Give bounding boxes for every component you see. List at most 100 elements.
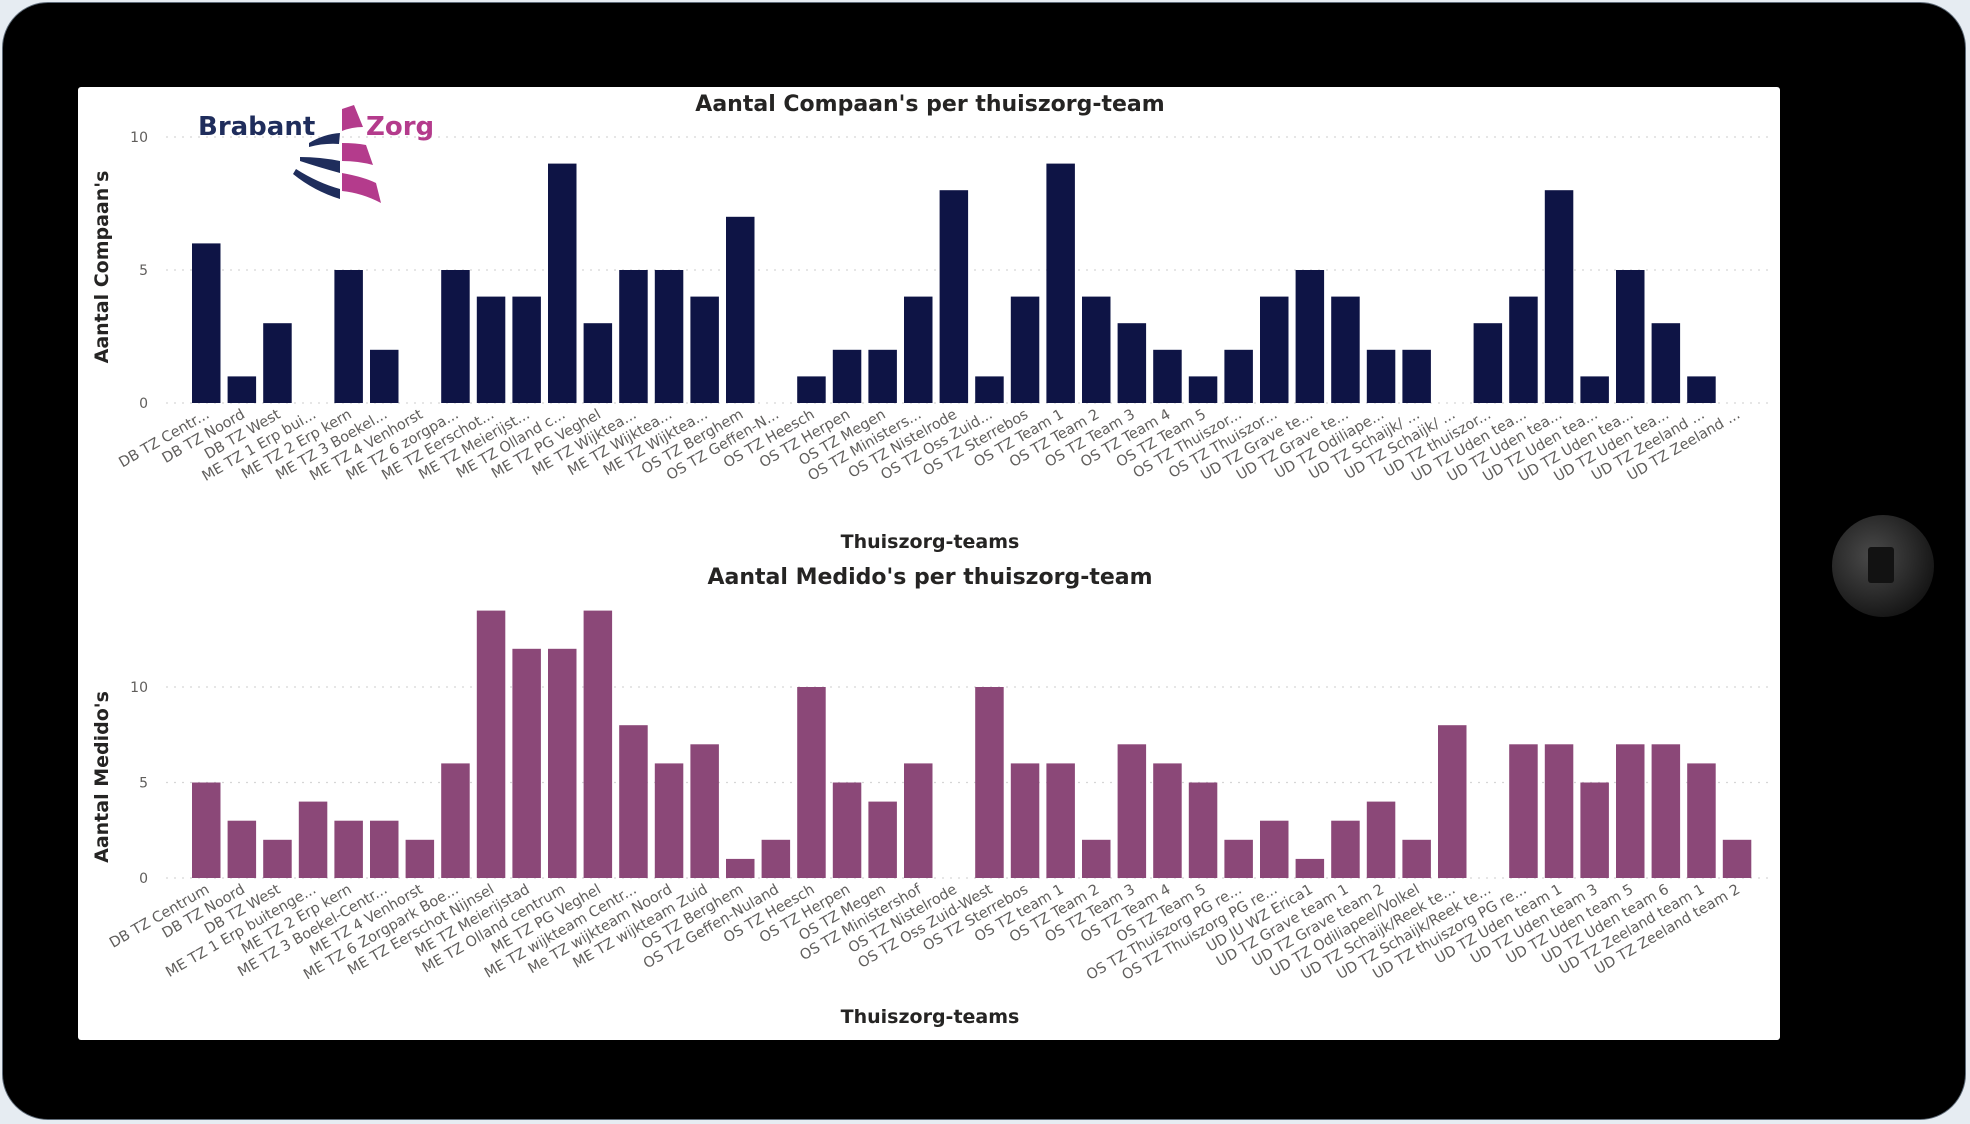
bar[interactable]	[334, 820, 363, 878]
bar[interactable]	[1331, 296, 1360, 403]
bar[interactable]	[1722, 839, 1752, 878]
bar[interactable]	[1082, 839, 1111, 878]
bar[interactable]	[619, 725, 648, 878]
bar[interactable]	[654, 270, 684, 403]
bar[interactable]	[975, 687, 1004, 878]
bar[interactable]	[370, 820, 399, 878]
bar[interactable]	[975, 376, 1004, 403]
bar[interactable]	[298, 801, 328, 878]
bar[interactable]	[512, 296, 541, 403]
bar[interactable]	[1260, 296, 1289, 403]
bar[interactable]	[1153, 349, 1182, 403]
y-axis-title: Aantal Medido's	[91, 691, 113, 863]
bar[interactable]	[548, 163, 577, 403]
bar[interactable]	[1402, 349, 1431, 403]
bar[interactable]	[1188, 376, 1218, 403]
bar[interactable]	[832, 349, 862, 403]
x-axis-title: Thuiszorg-teams	[841, 531, 1020, 553]
bar[interactable]	[370, 349, 399, 403]
bar[interactable]	[192, 243, 221, 403]
bar[interactable]	[868, 349, 897, 403]
bar[interactable]	[1509, 744, 1538, 878]
chart-title: Aantal Medido's per thuiszorg-team	[707, 565, 1152, 590]
bar[interactable]	[1580, 376, 1609, 403]
bar[interactable]	[832, 782, 862, 879]
y-tick-label: 10	[130, 680, 148, 696]
bar[interactable]	[1010, 763, 1040, 878]
bar[interactable]	[868, 801, 897, 878]
bar[interactable]	[904, 763, 933, 878]
bar[interactable]	[904, 296, 933, 403]
bar[interactable]	[227, 376, 257, 403]
bar[interactable]	[1509, 296, 1538, 403]
bar[interactable]	[1117, 744, 1147, 878]
bar[interactable]	[1295, 270, 1325, 403]
bar[interactable]	[583, 610, 613, 878]
bar[interactable]	[476, 610, 506, 878]
bar[interactable]	[192, 782, 221, 879]
bar[interactable]	[263, 323, 292, 403]
bar[interactable]	[1010, 296, 1040, 403]
bar[interactable]	[441, 763, 470, 878]
bar[interactable]	[1473, 323, 1503, 403]
bar[interactable]	[726, 858, 755, 878]
logo-text-zorg: Zorg	[366, 112, 434, 142]
bar[interactable]	[1687, 763, 1716, 878]
bar[interactable]	[263, 839, 292, 878]
bar[interactable]	[797, 687, 826, 878]
bar[interactable]	[1616, 744, 1645, 878]
bar[interactable]	[939, 190, 969, 403]
bar[interactable]	[441, 270, 470, 403]
bar[interactable]	[1188, 782, 1218, 879]
bar[interactable]	[1616, 270, 1645, 403]
bar[interactable]	[690, 296, 719, 403]
bar[interactable]	[761, 839, 791, 878]
bar[interactable]	[1366, 801, 1396, 878]
bar[interactable]	[1651, 323, 1681, 403]
bar[interactable]	[1438, 725, 1467, 878]
bar[interactable]	[1687, 376, 1716, 403]
bar[interactable]	[405, 839, 435, 878]
bar[interactable]	[1402, 839, 1431, 878]
bar[interactable]	[726, 216, 755, 403]
y-tick-label: 0	[139, 871, 148, 887]
y-tick-label: 5	[139, 263, 148, 279]
bar[interactable]	[1366, 349, 1396, 403]
bar[interactable]	[619, 270, 648, 403]
bar[interactable]	[797, 376, 826, 403]
bar[interactable]	[1651, 744, 1681, 878]
bar[interactable]	[1331, 820, 1360, 878]
compaan-chart: Aantal Compaan's per thuiszorg-team Aant…	[91, 92, 1768, 553]
y-tick-label: 0	[139, 396, 148, 412]
bar[interactable]	[1295, 858, 1325, 878]
y-tick-label: 10	[130, 130, 148, 146]
bar[interactable]	[1224, 349, 1253, 403]
bar[interactable]	[334, 270, 363, 403]
bar[interactable]	[512, 648, 541, 878]
bar[interactable]	[654, 763, 684, 878]
bar[interactable]	[476, 296, 506, 403]
bar[interactable]	[1046, 163, 1075, 403]
bar[interactable]	[690, 744, 719, 878]
bar[interactable]	[1046, 763, 1075, 878]
bar[interactable]	[227, 820, 257, 878]
bar[interactable]	[1224, 839, 1253, 878]
bar[interactable]	[1082, 296, 1111, 403]
bar[interactable]	[548, 648, 577, 878]
logo-text-brabant: Brabant	[198, 112, 315, 142]
bar[interactable]	[1544, 190, 1574, 403]
bar[interactable]	[1153, 763, 1182, 878]
bar[interactable]	[1544, 744, 1574, 878]
camera-lens	[1868, 547, 1894, 583]
report-canvas: Aantal Compaan's per thuiszorg-team Aant…	[78, 87, 1780, 1040]
y-tick-label: 5	[139, 776, 148, 792]
bar[interactable]	[583, 323, 613, 403]
brabantzorg-logo: Brabant Zorg	[198, 105, 434, 203]
x-axis-title: Thuiszorg-teams	[841, 1006, 1020, 1028]
bar[interactable]	[1260, 820, 1289, 878]
bar[interactable]	[1580, 782, 1609, 879]
camera-icon	[1832, 515, 1934, 617]
bar[interactable]	[1117, 323, 1147, 403]
